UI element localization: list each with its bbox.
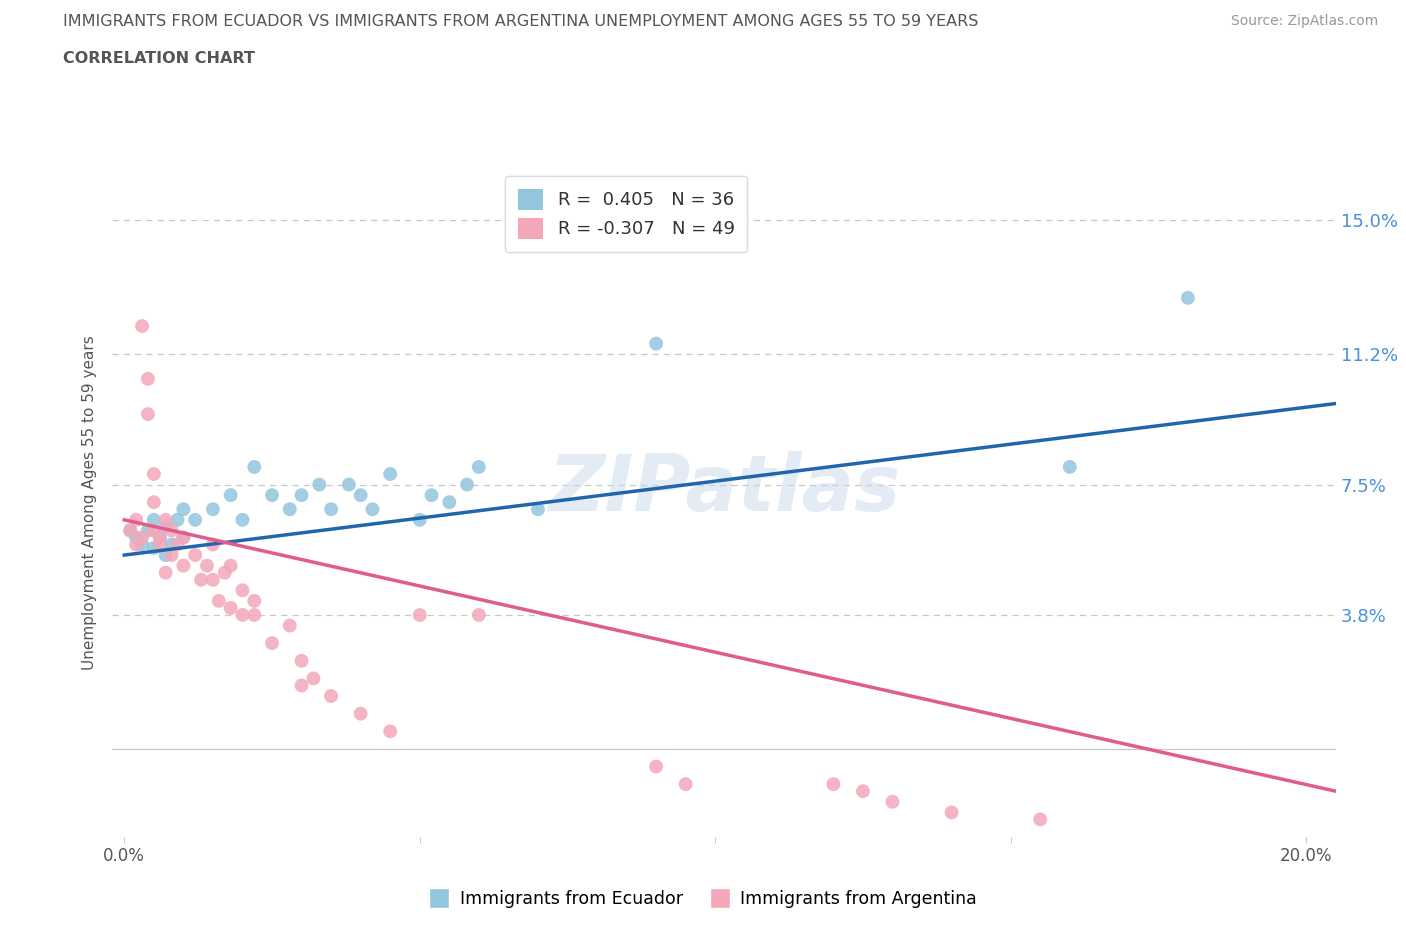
Point — [142, 495, 165, 510]
Point — [208, 593, 231, 608]
Point — [131, 530, 153, 545]
Point — [409, 607, 432, 622]
Point — [527, 502, 550, 517]
Point — [142, 540, 165, 555]
Point — [125, 512, 148, 527]
Point — [125, 530, 148, 545]
Point — [155, 512, 177, 527]
Text: IMMIGRANTS FROM ECUADOR VS IMMIGRANTS FROM ARGENTINA UNEMPLOYMENT AMONG AGES 55 : IMMIGRANTS FROM ECUADOR VS IMMIGRANTS FR… — [63, 14, 979, 29]
Point — [882, 794, 904, 809]
Text: ZIPatlas: ZIPatlas — [548, 451, 900, 526]
Point — [219, 601, 242, 616]
Point — [243, 593, 266, 608]
Point — [468, 459, 491, 474]
Point — [131, 319, 153, 334]
Point — [243, 459, 266, 474]
Point — [420, 487, 443, 502]
Point — [172, 530, 194, 545]
Text: Source: ZipAtlas.com: Source: ZipAtlas.com — [1230, 14, 1378, 28]
Point — [823, 777, 845, 791]
Point — [125, 537, 148, 551]
Point — [160, 537, 183, 551]
Point — [302, 671, 325, 685]
Point — [337, 477, 360, 492]
Point — [172, 558, 194, 573]
Point — [380, 724, 402, 738]
Point — [136, 371, 159, 386]
Point — [166, 537, 188, 551]
Point — [136, 523, 159, 538]
Point — [172, 530, 194, 545]
Point — [120, 523, 142, 538]
Point — [1059, 459, 1081, 474]
Point — [231, 607, 253, 622]
Point — [468, 607, 491, 622]
Point — [260, 487, 283, 502]
Point — [149, 530, 172, 545]
Point — [160, 523, 183, 538]
Point — [201, 572, 224, 587]
Point — [136, 406, 159, 421]
Point — [439, 495, 461, 510]
Point — [155, 548, 177, 563]
Legend: Immigrants from Ecuador, Immigrants from Argentina: Immigrants from Ecuador, Immigrants from… — [420, 882, 986, 917]
Point — [172, 502, 194, 517]
Point — [1029, 812, 1052, 827]
Point — [149, 537, 172, 551]
Point — [190, 572, 212, 587]
Point — [278, 502, 301, 517]
Point — [184, 548, 207, 563]
Point — [155, 565, 177, 580]
Point — [290, 678, 312, 693]
Point — [1177, 290, 1199, 305]
Point — [645, 759, 668, 774]
Point — [278, 618, 301, 633]
Point — [231, 512, 253, 527]
Point — [131, 537, 153, 551]
Point — [852, 784, 875, 799]
Point — [160, 548, 183, 563]
Point — [155, 520, 177, 535]
Point — [380, 467, 402, 482]
Point — [290, 487, 312, 502]
Point — [219, 487, 242, 502]
Point — [290, 654, 312, 669]
Point — [214, 565, 236, 580]
Point — [120, 523, 142, 538]
Point — [675, 777, 697, 791]
Point — [243, 607, 266, 622]
Point — [350, 706, 373, 721]
Point — [201, 502, 224, 517]
Point — [409, 512, 432, 527]
Point — [142, 512, 165, 527]
Point — [184, 512, 207, 527]
Point — [321, 502, 343, 517]
Point — [308, 477, 330, 492]
Legend: R =  0.405   N = 36, R = -0.307   N = 49: R = 0.405 N = 36, R = -0.307 N = 49 — [505, 177, 747, 251]
Point — [361, 502, 384, 517]
Point — [231, 583, 253, 598]
Point — [195, 558, 218, 573]
Point — [142, 523, 165, 538]
Point — [645, 336, 668, 351]
Point — [142, 467, 165, 482]
Point — [260, 636, 283, 651]
Point — [201, 537, 224, 551]
Point — [166, 512, 188, 527]
Text: CORRELATION CHART: CORRELATION CHART — [63, 51, 254, 66]
Point — [149, 530, 172, 545]
Point — [219, 558, 242, 573]
Point — [941, 804, 963, 819]
Y-axis label: Unemployment Among Ages 55 to 59 years: Unemployment Among Ages 55 to 59 years — [82, 335, 97, 670]
Point — [456, 477, 478, 492]
Point — [350, 487, 373, 502]
Point — [321, 688, 343, 703]
